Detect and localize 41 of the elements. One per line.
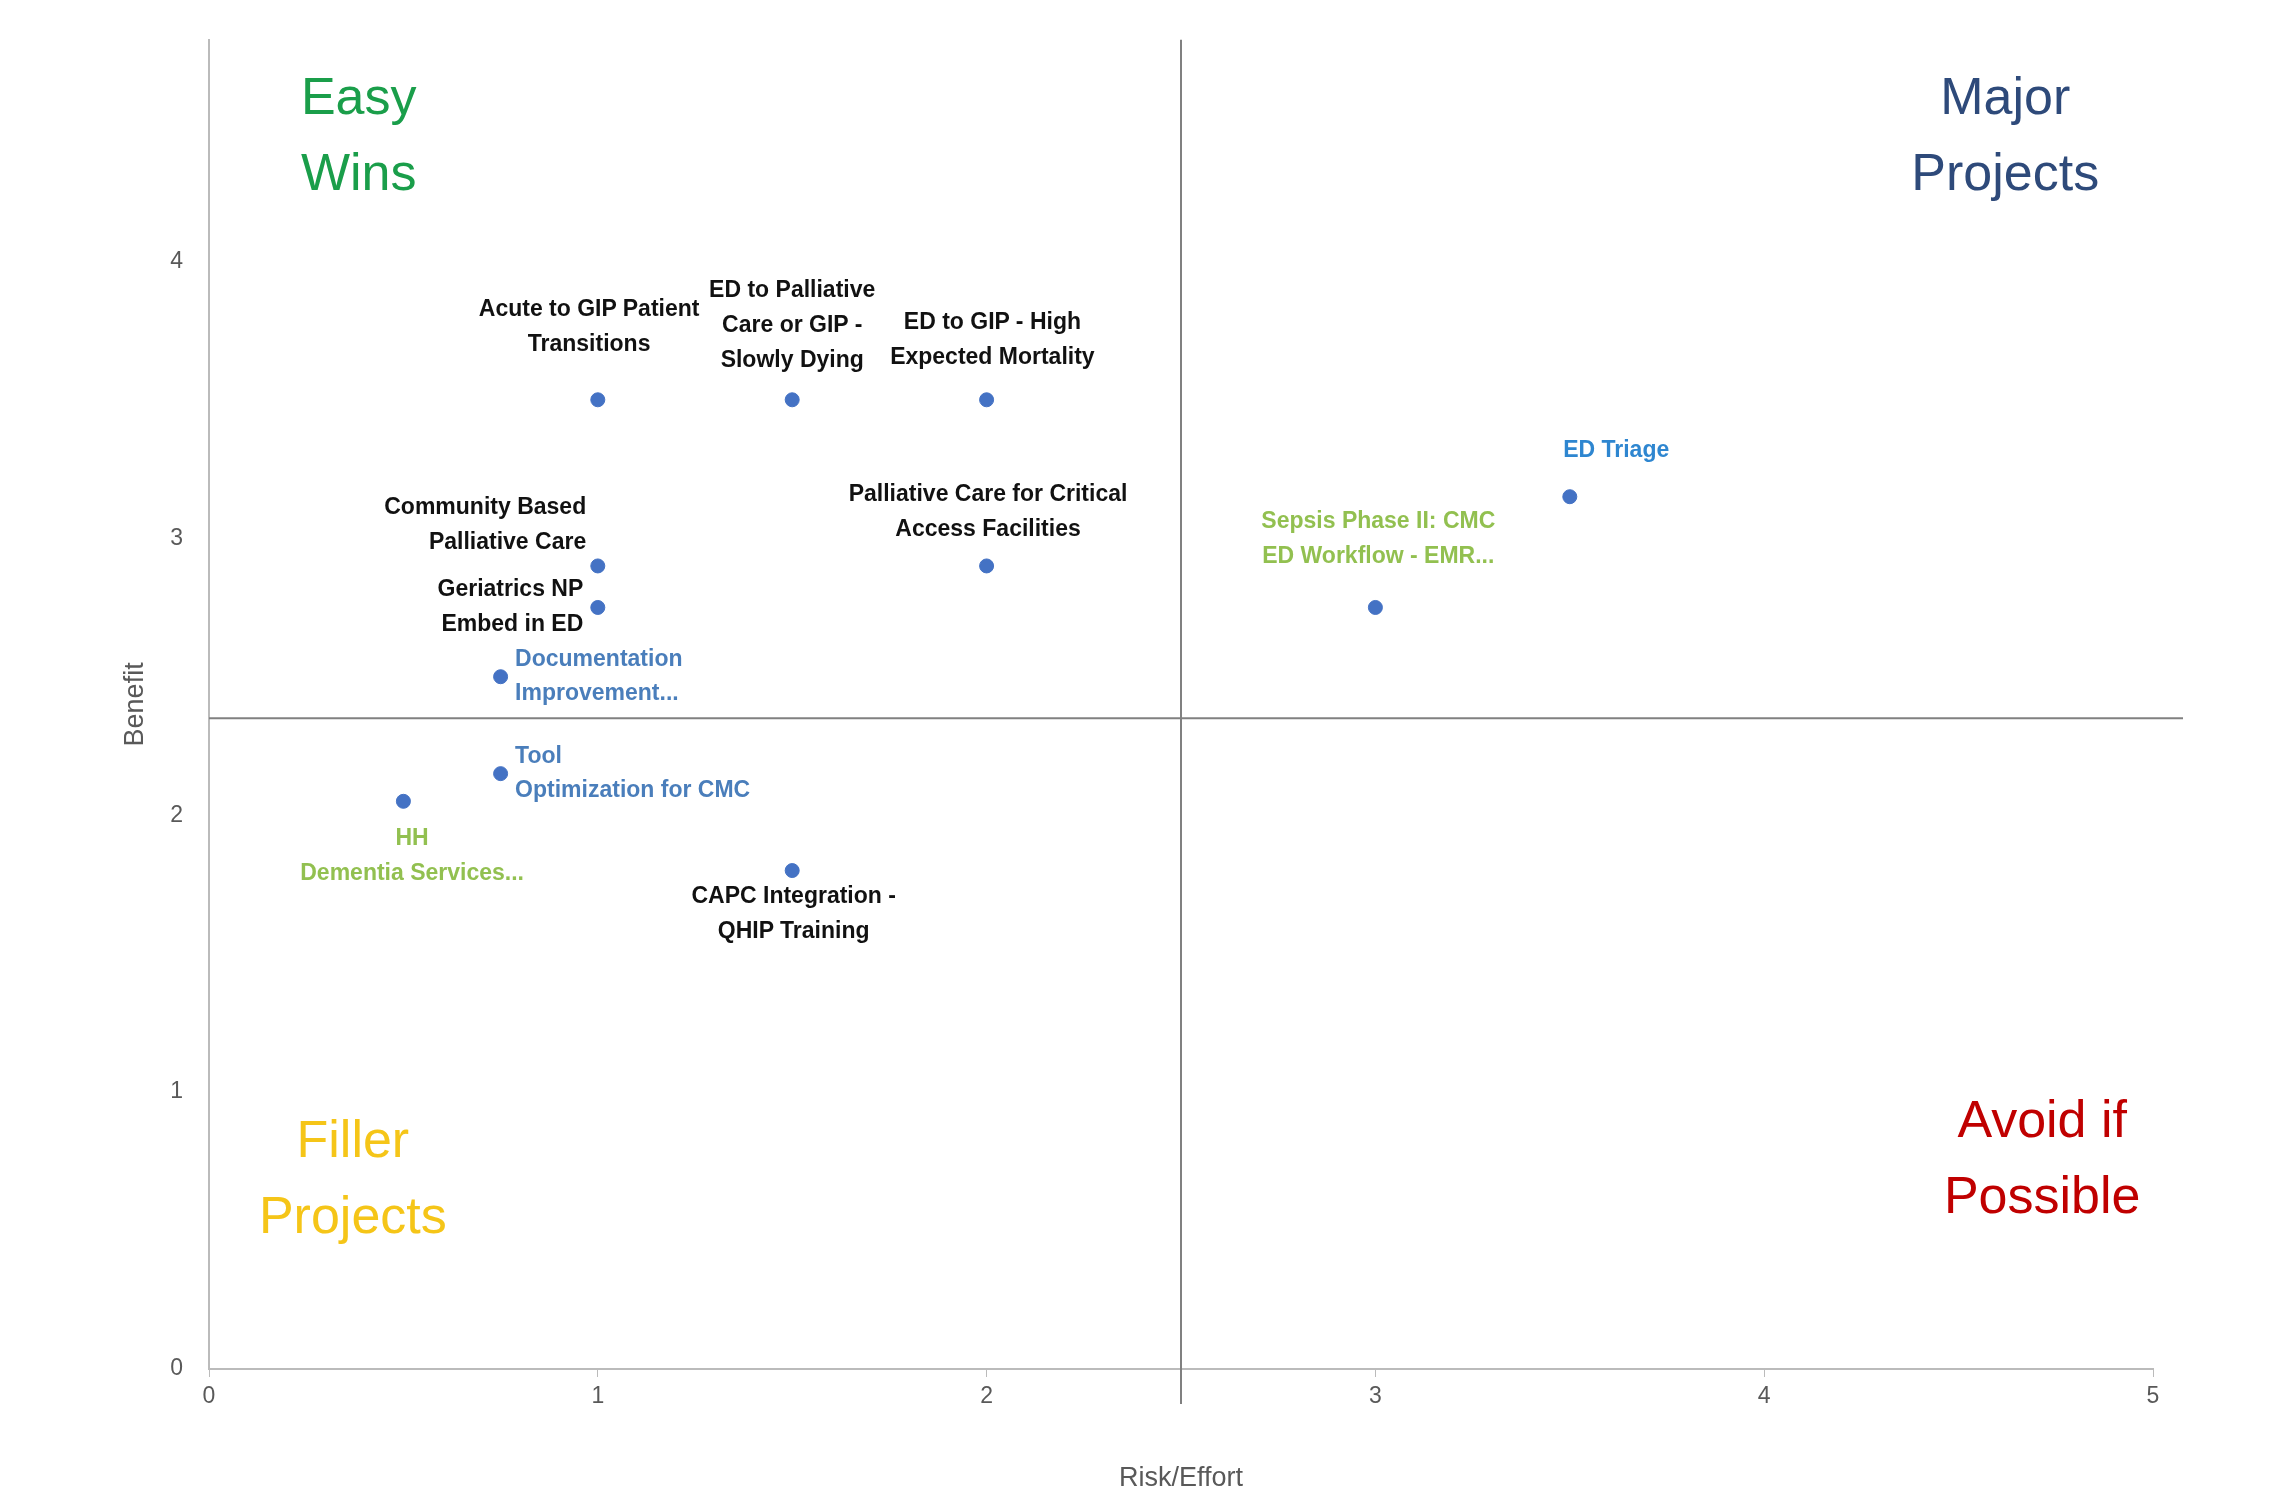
- annotation: Major Projects: [1911, 66, 2100, 201]
- series-label: ED Triage: [1563, 435, 1670, 462]
- point: [979, 558, 995, 574]
- x-tick-label: 2: [980, 1382, 993, 1409]
- point: [590, 558, 606, 574]
- y-tick-label: 4: [170, 246, 184, 273]
- x-tick-label: 1: [591, 1382, 605, 1409]
- point: [1562, 489, 1578, 505]
- x-tick-label: 0: [202, 1382, 216, 1409]
- x-tick-label: 3: [1369, 1382, 1382, 1409]
- y-axis-title: Benefit: [118, 661, 149, 747]
- series-label: Community Based Palliative Care: [384, 493, 587, 555]
- point: [590, 392, 606, 408]
- point: [590, 599, 606, 615]
- x-tick-label: 5: [2146, 1382, 2160, 1409]
- point: [1367, 599, 1383, 615]
- annotation: Avoid if Possible: [1943, 1090, 2141, 1225]
- point: [784, 863, 800, 879]
- x-tick-label: 4: [1757, 1382, 1771, 1409]
- text: ED to Palliative Care or GIP - Slowly Dying: [709, 276, 876, 372]
- series-label: Documentation Improvement...: [515, 644, 683, 706]
- x-axis-title: Risk/Effort: [1118, 1462, 1244, 1493]
- annotation: Filler Projects: [258, 1110, 447, 1245]
- text: Sepsis Phase II: CMC ED Workflow - EMR...: [1261, 507, 1496, 569]
- y-tick-label: 1: [170, 1077, 183, 1104]
- series-label: CAPC Integration - QHIP Training: [691, 881, 896, 943]
- point: [979, 392, 995, 408]
- text: Acute to GIP Patient Transitions: [478, 295, 700, 357]
- y-tick-label: 0: [170, 1354, 183, 1381]
- point: [784, 392, 800, 408]
- series-label: Geriatrics NP Embed in ED: [437, 575, 584, 637]
- point: [395, 793, 411, 809]
- point: [493, 669, 509, 685]
- text: Palliative Care for Critical Access Facilities: [848, 480, 1128, 542]
- point: [493, 766, 509, 782]
- series-label: Tool Optimization for CMC: [515, 741, 751, 803]
- annotation: Easy Wins: [300, 66, 417, 201]
- y-tick-label: 2: [170, 800, 183, 827]
- y-tick-label: 3: [170, 523, 183, 550]
- text: HH Dementia Services...: [300, 824, 524, 886]
- text: ED to GIP - High Expected Mortality: [890, 308, 1095, 370]
